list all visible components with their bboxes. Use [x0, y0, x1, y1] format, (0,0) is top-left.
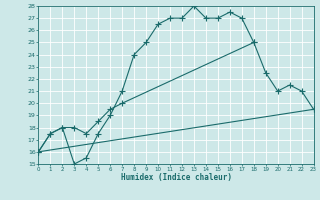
- X-axis label: Humidex (Indice chaleur): Humidex (Indice chaleur): [121, 173, 231, 182]
